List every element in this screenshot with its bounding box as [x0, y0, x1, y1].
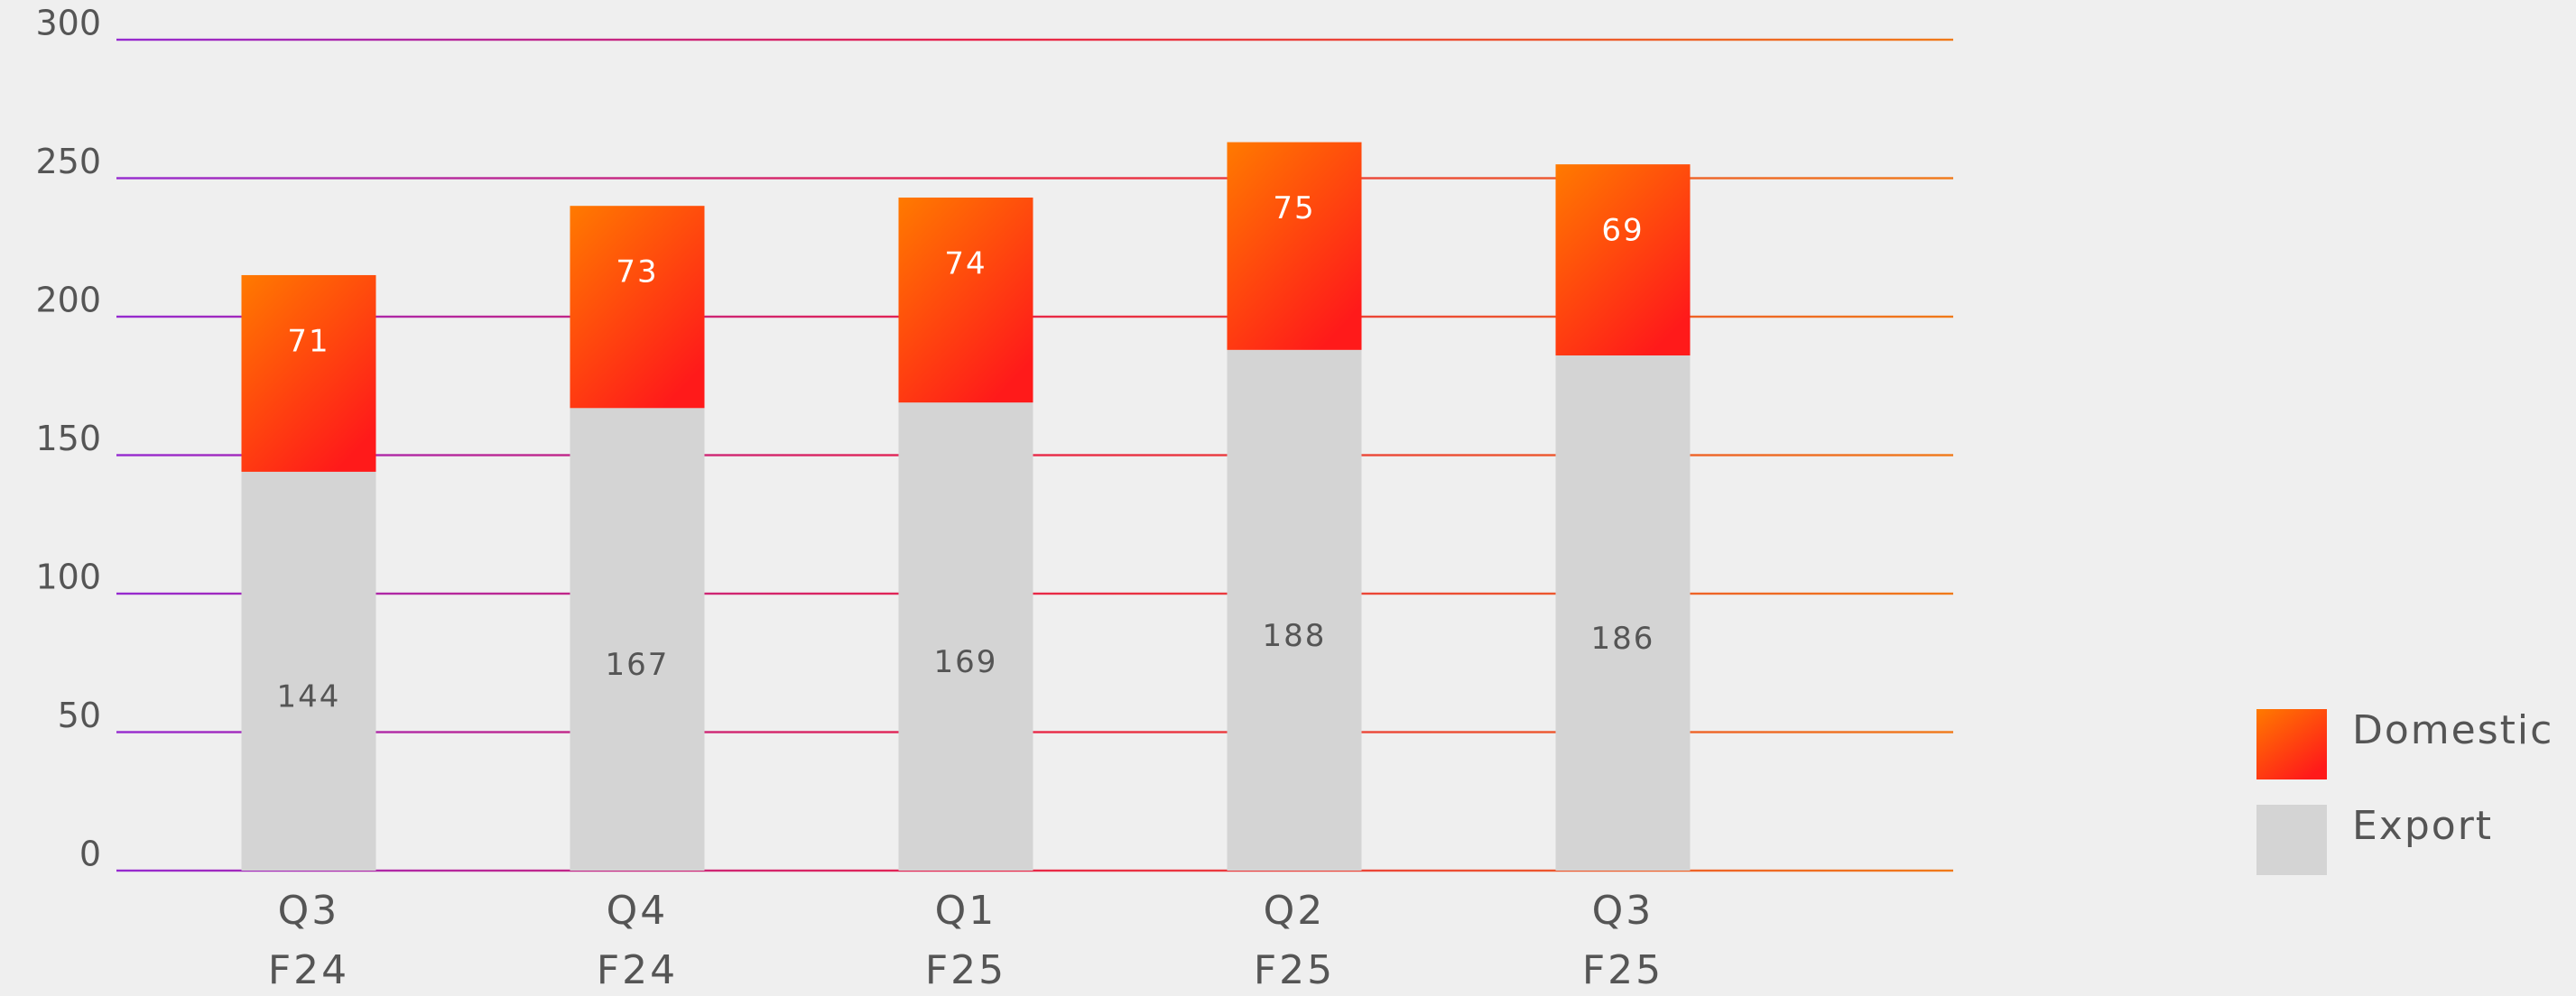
bar-segment [1555, 164, 1691, 355]
y-tick-label: 0 [79, 835, 101, 874]
bar-segment [1227, 349, 1362, 872]
bar-segment [1555, 355, 1691, 872]
x-tick-label: F25 [1254, 947, 1335, 993]
grid-line [116, 731, 1953, 733]
x-tick-label: F24 [268, 947, 349, 993]
y-tick-label: 250 [35, 142, 101, 181]
grid-line [116, 315, 1953, 318]
grid-line [116, 177, 1953, 180]
legend-label: Export [2352, 803, 2493, 849]
data-label: 144 [277, 678, 341, 715]
bar-segment [241, 274, 376, 472]
x-tick-label: Q2 [1264, 888, 1326, 934]
x-tick-label: F25 [1582, 947, 1663, 993]
y-tick-label: 300 [35, 4, 101, 43]
bar-segment [1227, 142, 1362, 350]
x-tick-label: F24 [597, 947, 678, 993]
data-label: 188 [1263, 618, 1327, 654]
legend-swatch [2256, 805, 2327, 875]
legend-label: Domestic [2352, 707, 2553, 753]
data-label: 73 [616, 254, 658, 290]
bar-segment [570, 206, 705, 409]
y-tick-label: 150 [35, 419, 101, 458]
x-tick-label: F25 [925, 947, 1006, 993]
grid-line [116, 454, 1953, 456]
data-label: 69 [1601, 213, 1644, 249]
y-tick-label: 50 [58, 696, 101, 735]
data-label: 75 [1273, 190, 1315, 226]
y-tick-label: 100 [35, 558, 101, 597]
data-label: 71 [287, 323, 329, 359]
data-label: 167 [606, 647, 670, 683]
bar-segment [898, 197, 1033, 403]
bar-segment [898, 402, 1033, 871]
y-tick-label: 200 [35, 281, 101, 320]
grid-line [116, 869, 1953, 872]
x-tick-label: Q1 [935, 888, 997, 934]
x-tick-label: Q3 [278, 888, 340, 934]
bar-segment [570, 408, 705, 871]
grid-line [116, 38, 1953, 42]
data-label: 186 [1591, 621, 1655, 657]
x-tick-label: Q3 [1592, 888, 1654, 934]
data-label: 74 [944, 245, 987, 281]
grid-line [116, 592, 1953, 595]
legend-swatch [2256, 709, 2327, 779]
data-label: 169 [934, 644, 998, 680]
bar-segment [241, 471, 376, 871]
x-tick-label: Q4 [607, 888, 669, 934]
